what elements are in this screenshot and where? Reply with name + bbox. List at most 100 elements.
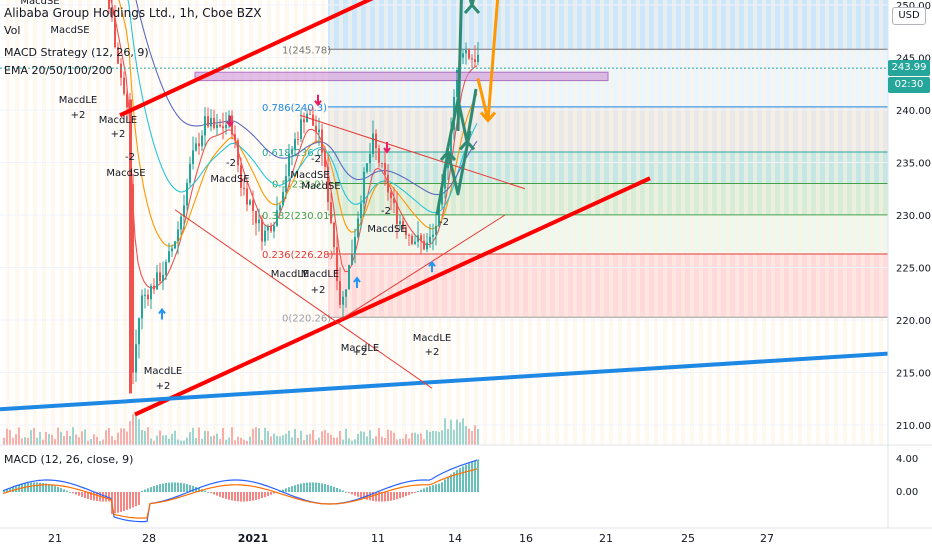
macd-histogram-bar (297, 484, 299, 492)
candle-body (381, 162, 383, 164)
volume-bar (222, 428, 224, 445)
candle-body (249, 200, 251, 205)
session-stripe (501, 0, 505, 445)
macd-histogram-bar (465, 464, 467, 492)
session-stripe (78, 0, 82, 445)
macd-histogram-bar (300, 483, 302, 492)
macd-histogram-bar (291, 486, 293, 492)
volume-bar (12, 437, 14, 445)
volume-bar (270, 436, 272, 445)
macd-histogram-bar (456, 470, 458, 492)
session-stripe (645, 0, 649, 445)
signal-label: MacdLE (413, 333, 452, 344)
macd-histogram-bar (60, 488, 62, 492)
volume-bar (411, 432, 413, 445)
volume-bar (9, 430, 11, 445)
volume-bar (426, 429, 428, 445)
macd-histogram-bar (294, 485, 296, 492)
session-stripe (105, 0, 109, 445)
macd-histogram-bar (474, 460, 476, 492)
session-stripe (150, 0, 154, 445)
candle-body (159, 272, 161, 282)
volume-bar (126, 431, 128, 445)
macd-histogram-bar (459, 468, 461, 492)
drawings (0, 0, 889, 417)
volume-bar (273, 433, 275, 445)
signal-label: MacdLE (59, 95, 98, 106)
macd-histogram-bar (303, 483, 305, 492)
y-tick-label: 240.00 (896, 106, 931, 117)
strategy-legend[interactable]: MACD Strategy (12, 26, 9) (4, 46, 149, 59)
session-stripe (87, 0, 91, 445)
candles (108, 0, 479, 394)
volume-bar (105, 430, 107, 445)
volume-bar (387, 429, 389, 445)
volume-bar (63, 435, 65, 445)
candle-body (447, 156, 449, 169)
candle-body (369, 154, 371, 164)
session-stripe (321, 0, 325, 445)
volume-bar (87, 440, 89, 445)
volume-bar (438, 432, 440, 445)
volume-bar (243, 439, 245, 445)
signal-label: +2 (71, 110, 86, 121)
macd-legend[interactable]: MACD (12, 26, close, 9) (4, 453, 134, 466)
volume-bar (96, 436, 98, 445)
projection-path (445, 88, 478, 153)
macd-histogram-bar (213, 492, 215, 495)
volume-bar (318, 437, 320, 445)
candle-body (309, 113, 311, 115)
macd-histogram-bar (273, 492, 275, 494)
macd-histogram-bar (114, 492, 116, 514)
signal-label: MacdLE (301, 269, 340, 280)
candle-body (330, 202, 332, 223)
session-stripe (807, 0, 811, 445)
session-stripe (465, 0, 469, 445)
volume-bar (93, 434, 95, 445)
macd-histogram-bar (255, 492, 257, 500)
candle-body (432, 234, 434, 237)
session-stripe (636, 0, 640, 445)
macd-histogram-bar (240, 492, 242, 502)
volume-bar (258, 428, 260, 445)
candle-body (318, 129, 320, 133)
volume-bar (171, 433, 173, 445)
candle-body (147, 294, 149, 300)
candle-body (216, 124, 218, 128)
session-stripe (735, 0, 739, 445)
sell-marker-head (314, 100, 322, 107)
signal-label: MacdLE (144, 366, 183, 377)
volume-bar (441, 430, 443, 445)
macd-histogram-bar (468, 463, 470, 492)
session-stripe (780, 0, 784, 445)
candle-body (192, 150, 194, 164)
volume-bar (465, 426, 467, 445)
macd-histogram-bar (12, 487, 14, 492)
volume-bar (432, 430, 434, 445)
volume-legend[interactable]: Vol (4, 24, 21, 37)
macd-histogram-bar (384, 492, 386, 502)
volume-bar (246, 440, 248, 445)
macd-histogram-bar (183, 483, 185, 492)
candle-body (342, 296, 344, 305)
y-tick-label: 220.00 (896, 316, 931, 327)
macd-histogram-bar (210, 492, 212, 494)
volume-bar (240, 437, 242, 445)
session-stripe (231, 0, 235, 445)
macd-histogram-bar (411, 492, 413, 494)
candle-body (300, 119, 302, 140)
volume-bar (393, 432, 395, 445)
volume-bar (471, 430, 473, 445)
candle-body (108, 0, 110, 9)
signal-label: +2 (425, 347, 440, 358)
candle-body (411, 235, 413, 244)
candle-body (465, 50, 467, 54)
session-stripe (123, 0, 127, 445)
session-stripe (375, 0, 379, 445)
ema-legend[interactable]: EMA 20/50/100/200 (4, 64, 113, 77)
currency-selector[interactable]: USD (892, 7, 926, 25)
fib-label: 0.786(240.3) (262, 103, 327, 114)
macd-histogram-bar (171, 482, 173, 492)
volume-bar (72, 427, 74, 445)
